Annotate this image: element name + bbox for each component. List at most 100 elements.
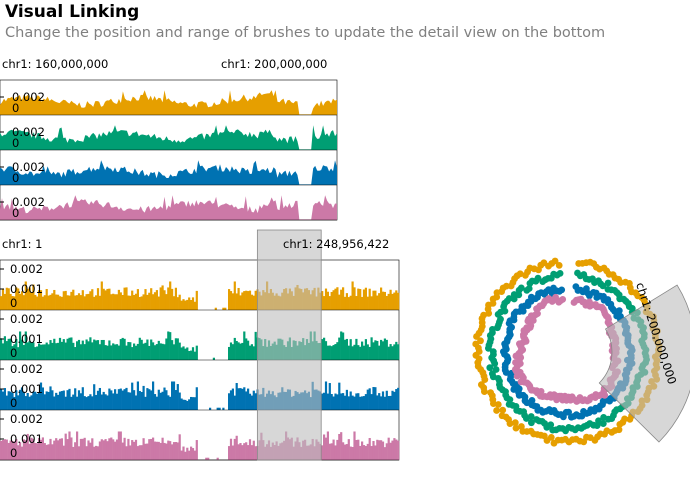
bottom-track-2-bar xyxy=(140,339,143,360)
bottom-track-2-bar xyxy=(228,346,231,360)
bottom-track-2-bar xyxy=(381,341,385,360)
bottom-track-1-bar xyxy=(150,288,153,310)
bottom-track-4-bar xyxy=(142,438,145,460)
circular-track-1-point xyxy=(499,406,507,414)
bottom-track-2-bar xyxy=(36,346,39,360)
bottom-track-3-bar xyxy=(195,387,198,410)
bottom-track-3-bar xyxy=(231,388,234,410)
bottom-track-2-bar xyxy=(330,346,333,360)
bottom-track-3-bar xyxy=(381,391,385,410)
bottom-track-3-bar xyxy=(171,381,174,410)
bottom-track-4-bar xyxy=(62,445,65,460)
bottom-track-2-bar xyxy=(64,342,67,360)
bottom-track-2-bar xyxy=(159,343,162,360)
bottom-track-2-bar xyxy=(45,342,48,360)
bottom-track-4-bar xyxy=(155,441,158,460)
bottom-track-1-bar xyxy=(385,295,388,310)
bottom-track-4-bar xyxy=(374,445,377,460)
bottom-track-2-bar xyxy=(91,342,94,360)
bottom-track-4-bar xyxy=(76,431,79,460)
bottom-track-3-bar xyxy=(247,388,250,410)
bottom-track-2-bar xyxy=(212,357,215,360)
bottom-track-4-bar xyxy=(248,439,252,460)
bottom-track-4-bar xyxy=(85,446,88,460)
bottom-track-3-bar xyxy=(387,396,390,410)
bottom-track-1-bar xyxy=(131,290,134,310)
bottom-track-2-bar xyxy=(361,341,364,360)
bottom-track-2-bar xyxy=(380,339,383,360)
bottom-track-3-tick-zero: 0 xyxy=(10,396,17,410)
bottom-track-3-bar xyxy=(186,401,189,410)
bottom-track-4-bar xyxy=(228,446,231,460)
bottom-track-1-bar xyxy=(19,293,22,310)
bottom-track-3-bar xyxy=(121,390,124,410)
bottom-track-3-bar xyxy=(19,389,22,410)
circular-brush[interactable] xyxy=(598,284,690,443)
bottom-track-4-bar xyxy=(89,442,92,460)
bottom-track-4-bar xyxy=(140,445,143,460)
bottom-track-3-bar xyxy=(174,390,177,410)
bottom-track-1-bar xyxy=(176,297,179,310)
bottom-track-2-bar xyxy=(51,342,54,360)
bottom-track-3-bar xyxy=(338,382,341,410)
bottom-track-4-bar xyxy=(131,440,134,460)
bottom-track-1-bar xyxy=(345,293,348,310)
bottom-track-1-bar xyxy=(328,296,331,310)
bottom-track-1-bar xyxy=(389,289,392,310)
bottom-track-3-bar xyxy=(51,390,54,410)
bottom-track-2-bar xyxy=(24,331,27,360)
bottom-track-3-bar xyxy=(161,391,164,410)
bottom-track-3-bar xyxy=(49,386,52,410)
bottom-track-4-bar xyxy=(243,443,246,460)
bottom-track-2-bar xyxy=(49,340,52,360)
bottom-track-2-bar xyxy=(172,344,176,360)
bottom-track-2-bar xyxy=(167,331,170,360)
bottom-track-1-bar xyxy=(7,288,10,310)
bottom-track-1-bar xyxy=(374,290,377,310)
bottom-track-2-bar xyxy=(345,338,348,360)
bottom-track-4-bar xyxy=(39,439,43,460)
bottom-track-4-bar xyxy=(161,437,164,460)
bottom-track-2-bar xyxy=(68,337,71,360)
bottom-track-1-bar xyxy=(5,287,8,310)
bottom-track-3-bar xyxy=(142,385,145,410)
linear-brush[interactable] xyxy=(256,229,322,461)
bottom-track-1-bar xyxy=(72,289,75,310)
bottom-track-4-bar xyxy=(380,440,383,460)
bottom-track-1-bar xyxy=(362,289,366,310)
bottom-track-3-bar xyxy=(321,393,324,410)
bottom-track-4-bar xyxy=(362,445,366,460)
circular-track-2-point xyxy=(505,295,513,302)
top-track-area-2 xyxy=(0,125,337,150)
bottom-track-2-bar xyxy=(106,345,109,360)
bottom-track-1-bar xyxy=(245,290,248,310)
bottom-track-4-bar xyxy=(51,444,54,460)
bottom-track-3-bar xyxy=(45,391,48,410)
bottom-track-3-bar xyxy=(245,391,248,410)
top-track-3-max-tick: 0.002 xyxy=(12,160,45,174)
bottom-track-2-bar xyxy=(19,331,22,360)
bottom-track-4-bar xyxy=(3,439,6,460)
bottom-track-4-tick-zero: 0 xyxy=(10,446,17,460)
bottom-track-4-bar xyxy=(328,443,331,460)
bottom-track-1-bar xyxy=(47,295,50,310)
bottom-track-3-bar xyxy=(148,389,151,410)
bottom-track-4-bar xyxy=(153,441,157,460)
bottom-track-4-bar xyxy=(36,443,39,460)
bottom-track-3-bar xyxy=(57,394,60,410)
bottom-track-3-bar xyxy=(36,393,39,410)
bottom-track-4-bar xyxy=(70,437,73,460)
circular-track-2-point xyxy=(533,416,540,423)
bottom-track-4-bar xyxy=(205,457,208,460)
circular-track-1-point xyxy=(477,337,484,345)
circular-track-2-point xyxy=(517,284,525,292)
bottom-track-4-bar xyxy=(321,445,324,460)
bottom-track-2-tick-max: 0.002 xyxy=(10,312,43,326)
bottom-track-2-bar xyxy=(378,345,381,360)
bottom-track-1-bar xyxy=(178,294,181,310)
bottom-track-1-bar xyxy=(231,293,234,310)
circular-track-2-point xyxy=(600,414,607,421)
bottom-track-2-bar xyxy=(190,350,193,360)
